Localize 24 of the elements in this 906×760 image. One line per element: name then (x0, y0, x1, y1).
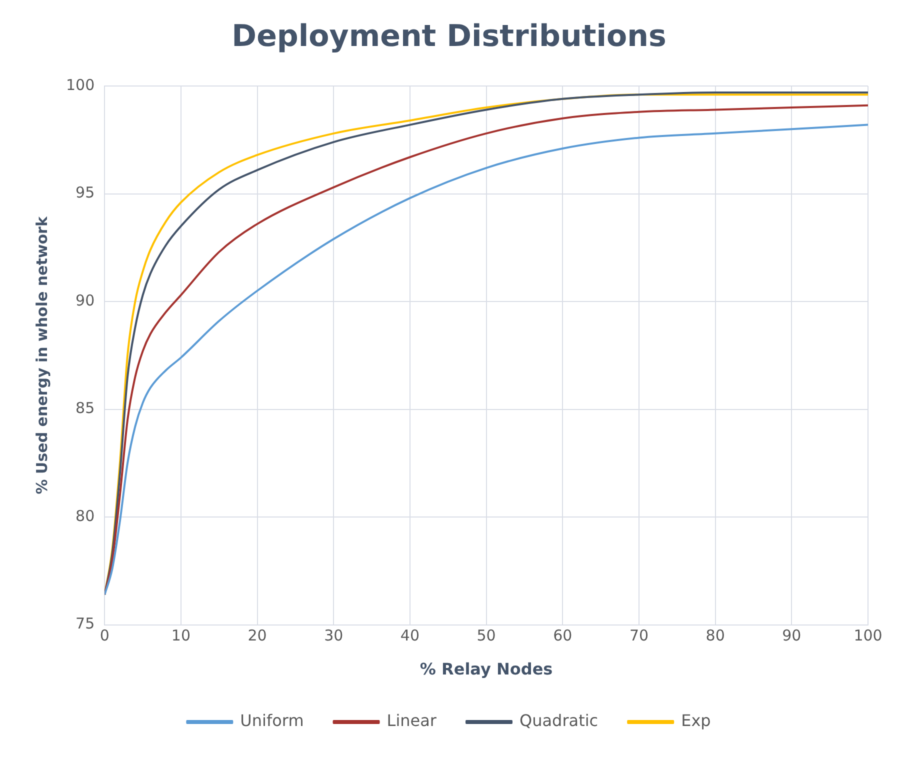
x-axis-title: % Relay Nodes (420, 660, 553, 679)
x-tick-label: 70 (629, 626, 649, 645)
y-tick-label: 80 (76, 506, 95, 525)
legend-label: Linear (386, 711, 437, 730)
x-tick-label: 20 (248, 626, 267, 645)
x-tick-label: 80 (706, 626, 725, 645)
chart-title: Deployment Distributions (232, 18, 666, 54)
x-tick-label: 60 (553, 626, 572, 645)
x-tick-label: 100 (854, 626, 882, 645)
x-tick-label: 50 (476, 626, 496, 645)
y-tick-label: 85 (76, 399, 95, 418)
x-tick-label: 0 (100, 626, 110, 645)
y-tick-label: 75 (76, 614, 95, 633)
y-tick-label: 90 (76, 291, 95, 310)
x-tick-label: 10 (171, 626, 191, 645)
y-axis-title: % Used energy in whole network (32, 216, 51, 494)
y-tick-label: 95 (76, 184, 95, 202)
y-tick-label: 100 (66, 76, 95, 94)
x-tick-label: 40 (400, 626, 420, 645)
legend-label: Exp (681, 711, 711, 730)
legend-label: Uniform (240, 711, 304, 730)
x-tick-label: 30 (324, 626, 344, 645)
x-tick-label: 90 (782, 626, 802, 645)
legend-label: Quadratic (520, 711, 598, 730)
